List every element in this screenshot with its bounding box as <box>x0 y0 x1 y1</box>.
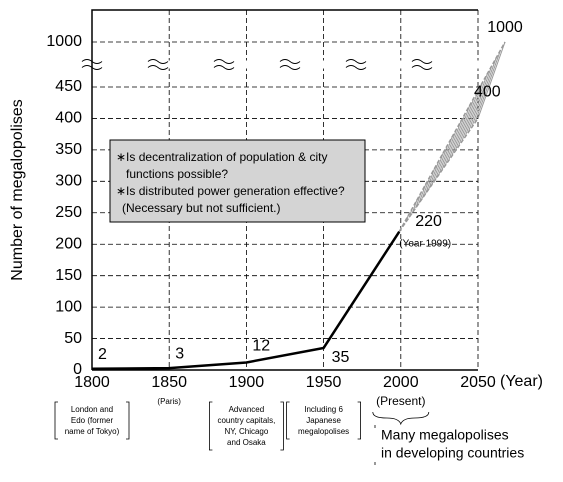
x-tick-label: 2000 <box>383 374 419 391</box>
projection-hatch <box>467 65 493 133</box>
annotation: name of Tokyo) <box>65 427 120 436</box>
projection-hatch <box>441 128 458 171</box>
projection-high <box>398 41 506 233</box>
projection-hatch <box>464 73 488 138</box>
annotation: country capitals, <box>217 416 275 425</box>
x-tick-label: 1850 <box>151 374 187 391</box>
y-tick-label: 100 <box>55 298 82 315</box>
projection-hatch <box>454 97 475 152</box>
projection-hatch <box>421 176 431 199</box>
annotation: Japanese <box>306 416 341 425</box>
break-mark <box>345 59 367 70</box>
projection-low <box>398 118 479 233</box>
x-tick-label: 1800 <box>74 374 110 391</box>
break-mark <box>279 59 301 70</box>
bracket <box>286 401 361 440</box>
data-label: 220 <box>415 213 442 230</box>
projection-hatch <box>477 41 506 119</box>
break-mark <box>147 59 169 70</box>
annotation: megalopolises <box>298 427 349 436</box>
annotation: (Paris) <box>157 397 181 406</box>
plot-frame <box>91 9 478 370</box>
projection-hatch <box>457 89 480 147</box>
brace <box>374 425 376 465</box>
y-tick-label: 200 <box>55 235 82 252</box>
point-note: (Year 1999) <box>399 238 451 249</box>
projection-hatch <box>474 49 502 124</box>
projection-label: 1000 <box>487 19 523 36</box>
y-tick-label: 50 <box>64 330 82 347</box>
projection-hatch <box>451 105 471 157</box>
annotation: Edo (former <box>71 416 114 425</box>
y-tick-label: 250 <box>55 204 82 221</box>
annotation: NY, Chicago <box>224 427 268 436</box>
note-line: ∗Is distributed power generation effecti… <box>116 184 345 198</box>
annotation: Including 6 <box>304 405 343 414</box>
y-tick-label: 1000 <box>46 33 82 50</box>
y-tick-label: 450 <box>55 78 82 95</box>
y-tick-label: 350 <box>55 141 82 158</box>
x-tick-label: 1950 <box>306 374 342 391</box>
x-axis-label: (Year) <box>500 373 543 390</box>
data-label: 3 <box>175 345 184 362</box>
note-line: (Necessary but not sufficient.) <box>122 201 281 215</box>
y-tick-label: 300 <box>55 173 82 190</box>
annotation: (Present) <box>376 394 425 408</box>
projection-hatch <box>428 160 440 190</box>
data-line <box>91 230 401 370</box>
bracket <box>54 401 130 440</box>
projection-hatch <box>425 168 435 195</box>
projection-label: 400 <box>474 84 501 101</box>
projection-hatch <box>470 57 497 129</box>
break-mark <box>411 59 433 70</box>
annotation: Many megalopolises <box>381 427 509 443</box>
annotation: London and <box>71 405 113 414</box>
projection-hatch <box>447 112 466 162</box>
axis-break <box>84 60 486 69</box>
note-line: functions possible? <box>126 167 228 181</box>
note-box <box>109 139 366 223</box>
projection-hatch <box>434 144 449 180</box>
annotation: Advanced <box>229 405 265 414</box>
projection-hatch <box>431 152 444 185</box>
projection-hatch <box>444 120 462 166</box>
y-tick-label: 400 <box>55 110 82 127</box>
x-tick-label: 2050 <box>460 374 496 391</box>
data-label: 12 <box>252 338 270 355</box>
data-label: 35 <box>332 349 350 366</box>
note-line: ∗Is decentralization of population & cit… <box>116 150 328 164</box>
y-tick-label: 150 <box>55 267 82 284</box>
y-tick-label: 0 <box>73 361 82 378</box>
present-brace <box>372 411 430 426</box>
projection-hatch <box>438 136 453 176</box>
annotation: in developing countries <box>381 445 524 461</box>
x-tick-label: 1900 <box>229 374 265 391</box>
annotation: and Osaka <box>227 438 266 447</box>
projection-hatch <box>461 81 484 143</box>
bracket <box>209 401 284 451</box>
y-axis-label: Number of megalopolises <box>9 99 26 280</box>
break-mark <box>213 59 235 70</box>
data-label: 2 <box>98 346 107 363</box>
